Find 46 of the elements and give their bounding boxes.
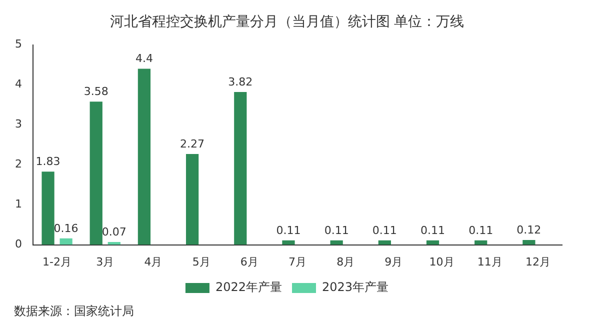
bar [378,240,391,245]
legend-label: 2022年产量 [215,280,282,294]
x-tick-label: 5月 [192,255,210,268]
x-tick-label: 1-2月 [42,255,72,268]
data-label: 0.11 [420,224,446,237]
data-label: 0.11 [324,224,349,237]
x-tick-label: 11月 [477,255,502,268]
y-tick-label: 4 [15,78,22,91]
x-tick-label: 10月 [429,255,454,268]
data-label: 4.4 [135,52,153,66]
data-label: 0.11 [468,224,494,237]
data-label: 3.58 [84,84,108,98]
data-label: 1.83 [36,154,60,168]
bar [138,68,151,245]
x-tick-label: 9月 [384,255,403,268]
data-label: 0.12 [516,223,542,236]
y-tick-label: 0 [15,238,22,251]
data-label: 0.07 [102,225,126,238]
bar [474,240,488,245]
bar [282,240,295,245]
data-label: 2.27 [180,137,205,150]
bar [522,240,536,245]
data-label: 3.82 [228,75,253,88]
y-tick-label: 2 [15,158,22,171]
bar [90,102,102,245]
bar [234,92,247,245]
x-tick-label: 12月 [525,255,550,268]
bar [60,238,72,245]
legend-label: 2023年产量 [322,280,389,294]
bar [186,154,199,245]
data-label: 0.11 [276,224,301,237]
x-tick-label: 6月 [240,255,258,268]
y-tick-label: 3 [15,118,22,131]
x-tick-label: 8月 [336,255,355,268]
data-label: 0.16 [54,222,78,235]
x-tick-label: 4月 [144,255,162,268]
bar [42,172,54,245]
y-tick-label: 1 [15,198,22,211]
x-tick-label: 7月 [288,255,306,268]
bar [330,240,343,245]
bar [426,240,440,245]
y-tick-label: 5 [15,38,22,51]
source-note: 数据来源：国家统计局 [14,304,134,318]
chart-title: 河北省程控交换机产量分月（当月值）统计图 单位：万线 [110,14,464,30]
x-tick-label: 3月 [96,255,114,268]
data-label: 0.11 [372,224,397,237]
